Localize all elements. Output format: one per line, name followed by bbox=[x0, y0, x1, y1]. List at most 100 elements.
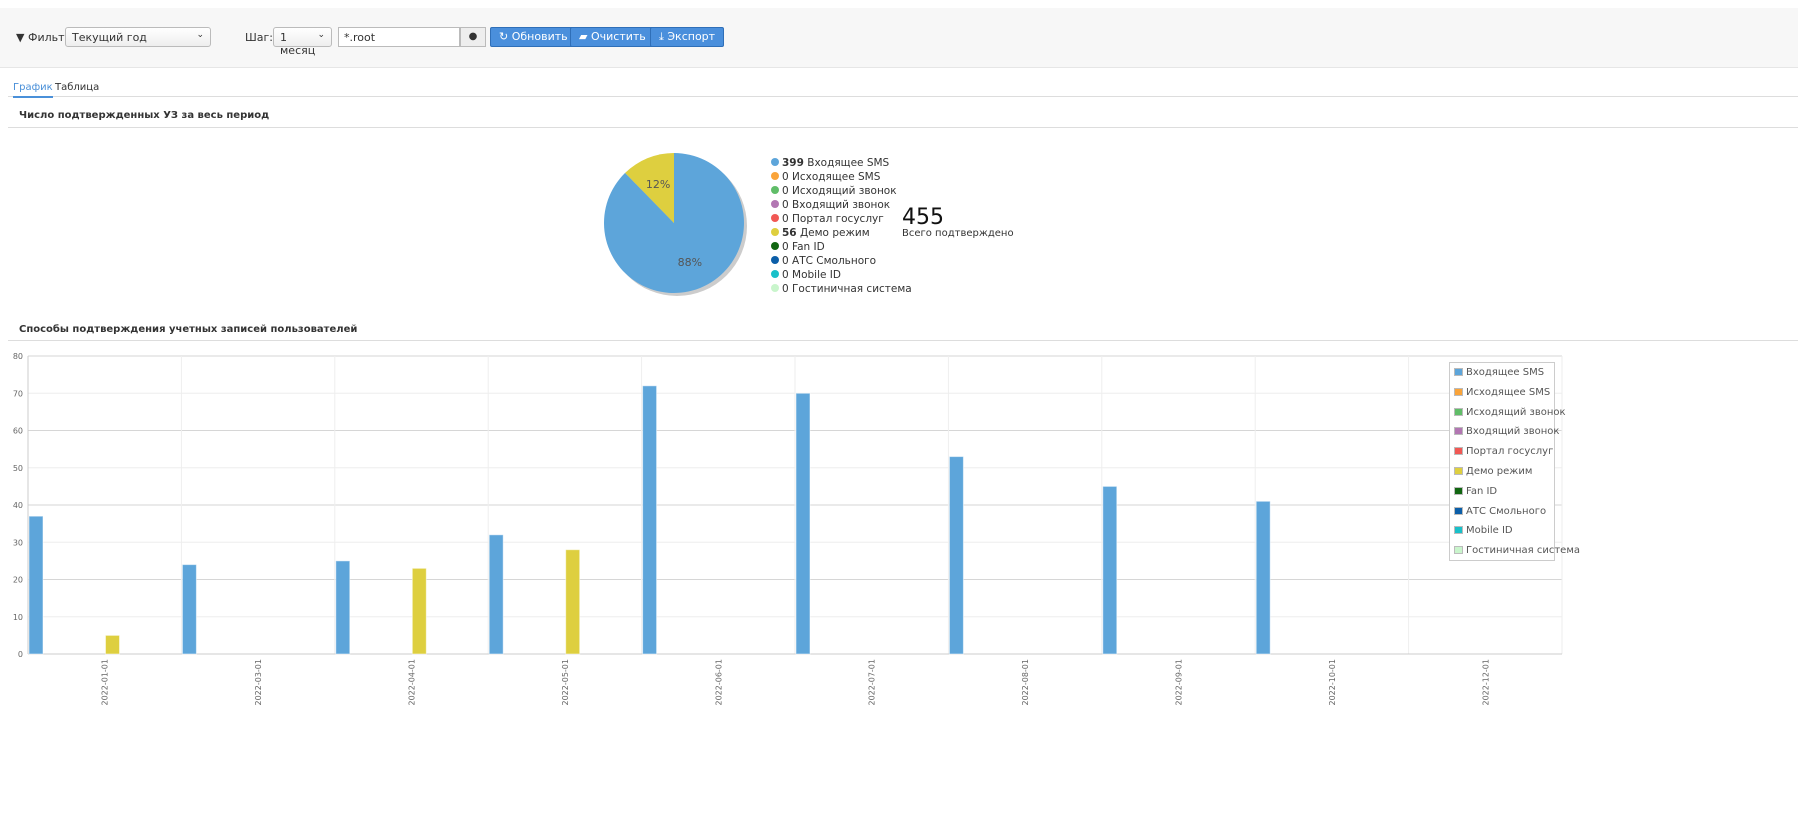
bar-section-title: Способы подтверждения учетных записей по… bbox=[19, 324, 358, 335]
legend-value: 56 bbox=[782, 227, 797, 239]
pie-slice bbox=[625, 153, 674, 223]
legend-label: Fan ID bbox=[1466, 485, 1498, 497]
y-tick-label: 30 bbox=[13, 538, 23, 547]
legend-label: Исходящее SMS bbox=[1466, 386, 1551, 398]
legend-swatch-icon bbox=[1454, 526, 1463, 535]
legend-label: АТС Смольного bbox=[1466, 505, 1547, 517]
legend-value: 0 bbox=[782, 185, 789, 197]
legend-label: Входящее SMS bbox=[1466, 367, 1545, 378]
tab-chart[interactable]: График bbox=[13, 82, 53, 98]
legend-item: 0 Гостиничная система bbox=[771, 282, 912, 296]
legend-dot-icon bbox=[771, 186, 779, 194]
y-tick-label: 0 bbox=[18, 650, 23, 659]
legend-item: 0 Mobile ID bbox=[771, 268, 912, 282]
legend-label: Входящий звонок bbox=[1466, 426, 1560, 438]
legend-label: Гостиничная система bbox=[1466, 545, 1580, 557]
x-tick-label: 2022-08-01 bbox=[1021, 659, 1030, 705]
filter-select[interactable]: Текущий год ⌄ bbox=[65, 27, 211, 47]
legend-dot-icon bbox=[771, 270, 779, 278]
legend-dot-icon bbox=[771, 158, 779, 166]
divider bbox=[8, 340, 1798, 341]
refresh-button[interactable]: ↻ Обновить bbox=[490, 27, 577, 47]
legend-label: Исходящий звонок bbox=[1466, 406, 1566, 418]
legend-item: 56 Демо режим bbox=[771, 226, 912, 240]
y-tick-label: 20 bbox=[13, 576, 23, 585]
legend-label: АТС Смольного bbox=[792, 255, 877, 267]
legend-swatch-icon bbox=[1454, 407, 1463, 416]
legend-swatch-icon bbox=[1454, 506, 1463, 515]
legend-value: 0 bbox=[782, 283, 789, 295]
refresh-icon: ↻ bbox=[499, 30, 509, 43]
legend-value: 0 bbox=[782, 255, 789, 267]
divider bbox=[8, 127, 1798, 128]
x-tick-label: 2022-07-01 bbox=[868, 659, 877, 705]
x-tick-label: 2022-12-01 bbox=[1481, 659, 1490, 705]
legend-label: Входящее SMS bbox=[807, 157, 890, 169]
legend-item: 0 Входящий звонок bbox=[771, 198, 912, 212]
legend-dot-icon bbox=[771, 256, 779, 264]
legend-label: Исходящий звонок bbox=[792, 185, 897, 197]
x-tick-label: 2022-06-01 bbox=[714, 659, 723, 705]
y-tick-label: 40 bbox=[13, 501, 23, 510]
x-tick-label: 2022-05-01 bbox=[561, 659, 570, 705]
tab-table[interactable]: Таблица bbox=[55, 82, 100, 93]
bar bbox=[335, 560, 351, 655]
total-count: 455 bbox=[902, 205, 944, 230]
legend-label: Fan ID bbox=[792, 241, 825, 253]
step-label: Шаг: bbox=[245, 31, 273, 44]
bar bbox=[1255, 500, 1271, 655]
legend-value: 0 bbox=[782, 199, 789, 211]
x-tick-label: 2022-04-01 bbox=[408, 659, 417, 705]
x-tick-label: 2022-09-01 bbox=[1175, 659, 1184, 705]
pie-section-title: Число подтвержденных УЗ за весь период bbox=[19, 110, 270, 121]
scope-input[interactable]: *.root bbox=[338, 27, 460, 47]
legend-label: Mobile ID bbox=[1466, 525, 1513, 537]
bar bbox=[642, 385, 658, 655]
legend-dot-icon bbox=[771, 284, 779, 292]
legend-item: Демо режим bbox=[1450, 462, 1554, 482]
bar bbox=[105, 634, 120, 655]
legend-item: 399 Входящее SMS bbox=[771, 156, 912, 170]
eraser-icon: ▰ bbox=[579, 30, 588, 43]
clear-button[interactable]: ▰ Очистить bbox=[570, 27, 655, 47]
legend-item: 0 Портал госуслуг bbox=[771, 212, 912, 226]
bar bbox=[411, 567, 427, 655]
pie-legend: 399 Входящее SMS 0 Исходящее SMS 0 Исходящ… bbox=[771, 156, 912, 296]
filter-icon: ▼ bbox=[16, 31, 25, 44]
total-label: Всего подтверждено bbox=[902, 228, 1014, 239]
legend-item: 0 Исходящий звонок bbox=[771, 184, 912, 198]
legend-item: 0 Fan ID bbox=[771, 240, 912, 254]
tab-bar: График Таблица bbox=[8, 82, 1798, 98]
legend-swatch-icon bbox=[1454, 387, 1463, 396]
bar bbox=[28, 515, 44, 655]
legend-value: 0 bbox=[782, 213, 789, 225]
y-tick-label: 60 bbox=[13, 427, 23, 436]
y-tick-label: 70 bbox=[13, 389, 23, 398]
pie-slice-label: 88% bbox=[678, 256, 702, 269]
legend-label: Демо режим bbox=[1466, 465, 1533, 477]
bar-legend: Входящее SMS Исходящее SMS Исходящий звоно… bbox=[1449, 362, 1580, 561]
bar bbox=[795, 392, 811, 655]
filter-toolbar: ▼ Фильтр: Текущий год ⌄ Шаг: 1 месяц ⌄ *.r… bbox=[0, 8, 1798, 68]
legend-item: 0 Исходящее SMS bbox=[771, 170, 912, 184]
bar bbox=[565, 549, 581, 655]
legend-swatch-icon bbox=[1454, 447, 1463, 456]
legend-dot-icon bbox=[771, 214, 779, 222]
legend-item: Mobile ID bbox=[1450, 521, 1554, 541]
x-tick-label: 2022-10-01 bbox=[1328, 659, 1337, 705]
legend-swatch-icon bbox=[1454, 486, 1463, 495]
legend-label: Исходящее SMS bbox=[792, 171, 881, 183]
pie-chart: 88% 12% bbox=[604, 153, 747, 296]
chevron-down-icon: ⌄ bbox=[317, 30, 325, 40]
legend-swatch-icon bbox=[1454, 546, 1463, 555]
legend-value: 0 bbox=[782, 269, 789, 281]
legend-label: Гостиничная система bbox=[792, 283, 912, 295]
bar bbox=[181, 564, 197, 655]
export-button[interactable]: ⤓ Экспорт bbox=[650, 27, 725, 47]
step-select[interactable]: 1 месяц ⌄ bbox=[273, 27, 332, 57]
legend-swatch-icon bbox=[1454, 427, 1463, 436]
legend-item: 0 АТС Смольного bbox=[771, 254, 912, 268]
y-tick-label: 50 bbox=[13, 464, 23, 473]
globe-button[interactable]: ● bbox=[460, 27, 486, 47]
download-icon: ⤓ bbox=[659, 30, 664, 43]
